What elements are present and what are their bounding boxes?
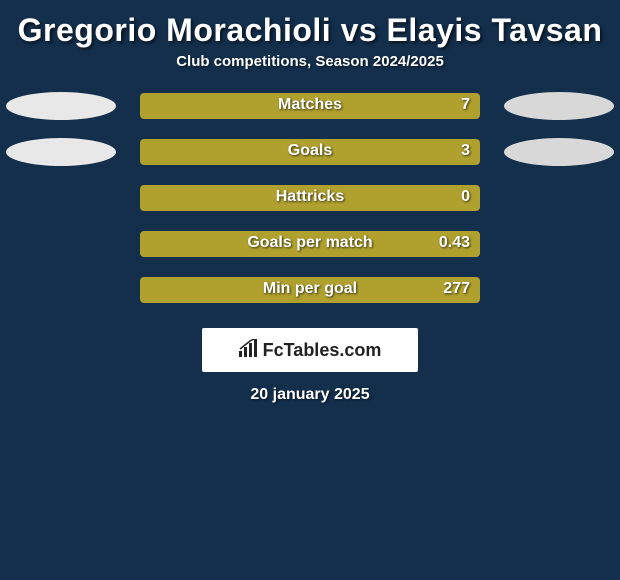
- logo-text: FcTables.com: [239, 339, 382, 362]
- comparison-infographic: Gregorio Morachioli vs Elayis Tavsan Clu…: [0, 0, 620, 404]
- stat-row: Goals3: [0, 138, 620, 184]
- stat-label: Matches: [0, 96, 620, 114]
- stat-row: Min per goal277: [0, 276, 620, 322]
- stats-area: Matches7Goals3Hattricks0Goals per match0…: [0, 92, 620, 322]
- stat-label: Goals per match: [0, 234, 620, 252]
- stat-row: Hattricks0: [0, 184, 620, 230]
- logo-box[interactable]: FcTables.com: [202, 328, 418, 372]
- page-title: Gregorio Morachioli vs Elayis Tavsan: [0, 0, 620, 53]
- stat-row: Matches7: [0, 92, 620, 138]
- stat-value: 277: [443, 280, 470, 298]
- stat-label: Hattricks: [0, 188, 620, 206]
- stat-row: Goals per match0.43: [0, 230, 620, 276]
- stat-label: Min per goal: [0, 280, 620, 298]
- logo-label: FcTables.com: [263, 340, 382, 361]
- date-text: 20 january 2025: [0, 386, 620, 404]
- stat-value: 3: [461, 142, 470, 160]
- stat-value: 7: [461, 96, 470, 114]
- stat-value: 0.43: [439, 234, 470, 252]
- stat-label: Goals: [0, 142, 620, 160]
- stat-value: 0: [461, 188, 470, 206]
- subtitle: Club competitions, Season 2024/2025: [0, 53, 620, 92]
- chart-icon: [239, 339, 259, 362]
